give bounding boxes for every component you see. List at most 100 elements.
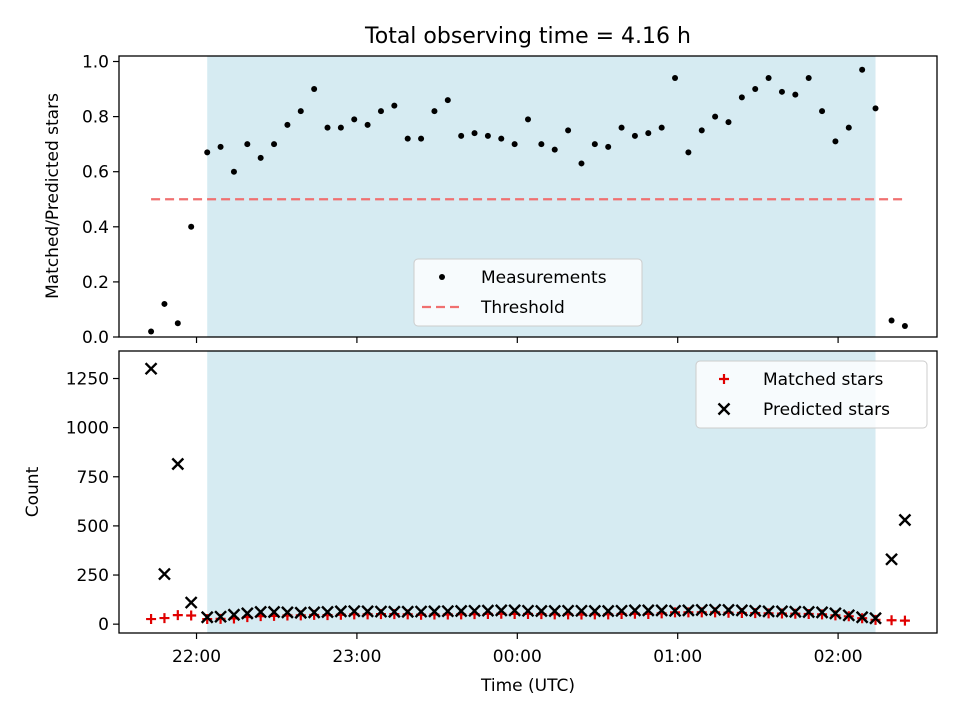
measurement-point [204,149,211,156]
predicted-stars-point [428,605,441,618]
measurement-point [161,300,168,307]
predicted-stars-point [414,605,428,618]
predicted-stars-point [748,604,762,618]
measurement-point [792,91,799,98]
predicted-stars-point [144,362,158,376]
axes-frame [118,55,938,338]
predicted-stars-point [441,604,455,618]
measurement-point [551,146,558,153]
predicted-stars-point [615,604,628,618]
y-tick-label: 0.4 [82,218,109,238]
predicted-stars-point [815,606,829,619]
predicted-stars-point [521,604,535,618]
predicted-stars-point [641,604,655,617]
x-tick-label: 00:00 [493,647,542,667]
predicted-stars-point [682,604,695,617]
y-tick-label: 0.8 [82,108,109,128]
measurement-point [752,86,759,93]
measurement-point [404,135,411,142]
x-tick-label: 23:00 [332,647,381,667]
predicted-stars-point [347,604,361,618]
measurement-point [805,75,812,82]
y-tick-label: 500 [77,517,109,537]
measurement-point [377,108,384,115]
predicted-stars-point [158,567,171,581]
measurement-point [725,119,732,126]
measurement-point [778,88,785,95]
predicted-stars-point [387,605,401,619]
measurement-point [591,141,598,148]
predicted-stars-point [481,604,495,617]
y-tick-label: 1250 [66,370,109,390]
matched-stars-point [186,610,197,621]
predicted-stars-point [254,605,268,619]
legend-box [695,360,928,429]
predicted-stars-point [307,606,321,619]
predicted-stars-point [321,605,334,619]
measurement-point [391,102,398,109]
measurement-point [565,127,572,134]
predicted-stars-point [171,457,185,471]
predicted-stars-point [334,605,348,618]
predicted-stars-point [200,610,214,624]
measurement-point [525,116,531,123]
measurement-point [297,108,304,115]
predicted-stars-point [695,603,709,617]
predicted-stars-point [548,604,562,618]
matched-stars-point [146,614,157,625]
legend-label: Matched stars [763,370,883,390]
y-tick-label: 0.6 [82,163,109,183]
measurement-point [511,141,518,148]
predicted-stars-point [668,604,682,618]
predicted-stars-point [708,603,722,617]
matched-stars-point [899,615,910,626]
chart-title: Total observing time = 4.16 h [364,24,691,49]
predicted-stars-point [535,604,548,618]
predicted-stars-point [802,605,816,619]
legend-marker [439,274,445,280]
y-tick-label: 750 [77,468,109,488]
y-tick-label: 0 [98,615,109,635]
measurement-point [901,322,908,329]
predicted-stars-point [214,610,227,624]
predicted-stars-point [885,552,898,566]
x-tick-label: 01:00 [653,647,702,667]
measurement-point [324,124,331,131]
predicted-stars-point [829,606,842,620]
predicted-stars-point [508,604,521,617]
measurement-point [217,143,224,150]
measurement-point [471,130,478,137]
legend-marker [717,402,731,416]
predicted-stars-point [601,604,615,618]
measurement-point [148,328,155,335]
predicted-stars-point [628,604,642,617]
predicted-stars-point [898,513,912,527]
measurement-point [351,116,358,123]
measurement-point [244,141,251,148]
predicted-stars-point [855,610,869,624]
measurement-point [712,113,719,120]
measurement-point [498,135,505,142]
measurement-point [645,130,652,137]
predicted-stars-point [788,605,802,619]
y-tick-label: 1000 [66,419,109,439]
measurement-point [765,75,772,82]
predicted-stars-point [454,604,468,618]
legend-label: Measurements [481,268,607,288]
count-panel: 0 250 500 750 1000 1250 22:00 23:00 00:00 01:00 02… [66,350,938,667]
axes-frame [118,350,938,634]
predicted-stars-point [561,604,575,618]
measurement-point [698,127,705,134]
measurement-point [418,135,425,142]
predicted-stars-point [267,605,281,619]
x-tick-label: 22:00 [172,647,221,667]
measurement-point [538,141,545,148]
x-tick-label: 02:00 [814,647,863,667]
y-tick-label: 250 [77,566,109,586]
legend-marker [719,374,729,384]
y-tick-label: 1.0 [82,53,109,73]
predicted-stars-point [842,608,856,622]
predicted-stars-point [575,604,588,618]
predicted-stars-point [655,604,669,617]
